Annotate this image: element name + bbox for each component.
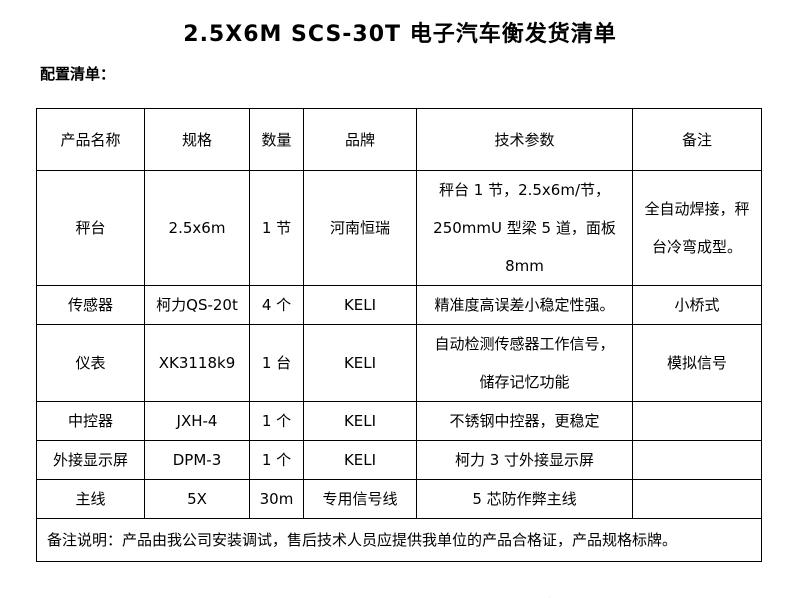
cell-note: 模拟信号 bbox=[632, 324, 762, 402]
cell-brand: KELI bbox=[303, 440, 417, 480]
table-row-indicator: 仪表 XK3118k9 1 台 KELI 自动检测传感器工作信号， 储存记忆功能… bbox=[36, 324, 762, 402]
cell-product-name: 传感器 bbox=[36, 285, 145, 325]
cell-brand: KELI bbox=[303, 285, 417, 325]
cell-qty: 1 个 bbox=[249, 401, 304, 441]
cell-brand: KELI bbox=[303, 324, 417, 402]
table-row-sensor: 传感器 柯力QS-20t 4 个 KELI 精准度高误差小稳定性强。 小桥式 bbox=[36, 285, 762, 325]
cell-spec: 柯力QS-20t bbox=[144, 285, 250, 325]
cell-brand: KELI bbox=[303, 401, 417, 441]
footer-note: 备注说明：产品由我公司安装调试，售后技术人员应提供我单位的产品合格证，产品规格标… bbox=[36, 518, 762, 562]
config-list-label: 配置清单： bbox=[40, 65, 116, 83]
cell-product-name: 主线 bbox=[36, 479, 145, 519]
table-footer-note-row: 备注说明：产品由我公司安装调试，售后技术人员应提供我单位的产品合格证，产品规格标… bbox=[36, 518, 762, 562]
cell-spec: DPM-3 bbox=[144, 440, 250, 480]
header-product-name: 产品名称 bbox=[36, 108, 145, 171]
header-spec: 规格 bbox=[144, 108, 250, 171]
cell-qty: 30m bbox=[249, 479, 304, 519]
cell-product-name: 中控器 bbox=[36, 401, 145, 441]
cell-qty: 1 节 bbox=[249, 170, 304, 286]
table-row-scale-platform: 秤台 2.5x6m 1 节 河南恒瑞 秤台 1 节，2.5x6m/节， 250m… bbox=[36, 170, 762, 286]
cell-spec: JXH-4 bbox=[144, 401, 250, 441]
delivery-table: 产品名称 规格 数量 品牌 技术参数 备注 秤台 2.5x6m 1 节 河南恒瑞… bbox=[36, 108, 762, 562]
cell-qty: 1 台 bbox=[249, 324, 304, 402]
page-title: 2.5X6M SCS-30T 电子汽车衡发货清单 bbox=[183, 22, 617, 47]
cell-spec: XK3118k9 bbox=[144, 324, 250, 402]
cell-qty: 1 个 bbox=[249, 440, 304, 480]
header-brand: 品牌 bbox=[303, 108, 417, 171]
cell-brand: 河南恒瑞 bbox=[303, 170, 417, 286]
cell-params: 柯力 3 寸外接显示屏 bbox=[416, 440, 633, 480]
cell-note bbox=[632, 440, 762, 480]
cell-spec: 2.5x6m bbox=[144, 170, 250, 286]
cell-params: 精准度高误差小稳定性强。 bbox=[416, 285, 633, 325]
cell-params: 自动检测传感器工作信号， 储存记忆功能 bbox=[416, 324, 633, 402]
table-row-junction-box: 中控器 JXH-4 1 个 KELI 不锈钢中控器，更稳定 bbox=[36, 401, 762, 441]
cell-note: 小桥式 bbox=[632, 285, 762, 325]
cell-params: 5 芯防作弊主线 bbox=[416, 479, 633, 519]
cell-spec: 5X bbox=[144, 479, 250, 519]
header-params: 技术参数 bbox=[416, 108, 633, 171]
cell-params: 不锈钢中控器，更稳定 bbox=[416, 401, 633, 441]
cell-params: 秤台 1 节，2.5x6m/节， 250mmU 型梁 5 道，面板 8mm bbox=[416, 170, 633, 286]
cell-product-name: 秤台 bbox=[36, 170, 145, 286]
table-row-main-cable: 主线 5X 30m 专用信号线 5 芯防作弊主线 bbox=[36, 479, 762, 519]
header-note: 备注 bbox=[632, 108, 762, 171]
cell-product-name: 仪表 bbox=[36, 324, 145, 402]
cell-note: 全自动焊接，秤 台冷弯成型。 bbox=[632, 170, 762, 286]
cell-product-name: 外接显示屏 bbox=[36, 440, 145, 480]
table-row-external-display: 外接显示屏 DPM-3 1 个 KELI 柯力 3 寸外接显示屏 bbox=[36, 440, 762, 480]
cell-brand: 专用信号线 bbox=[303, 479, 417, 519]
header-qty: 数量 bbox=[249, 108, 304, 171]
cell-note bbox=[632, 401, 762, 441]
cell-note bbox=[632, 479, 762, 519]
table-header-row: 产品名称 规格 数量 品牌 技术参数 备注 bbox=[36, 108, 762, 171]
cell-qty: 4 个 bbox=[249, 285, 304, 325]
